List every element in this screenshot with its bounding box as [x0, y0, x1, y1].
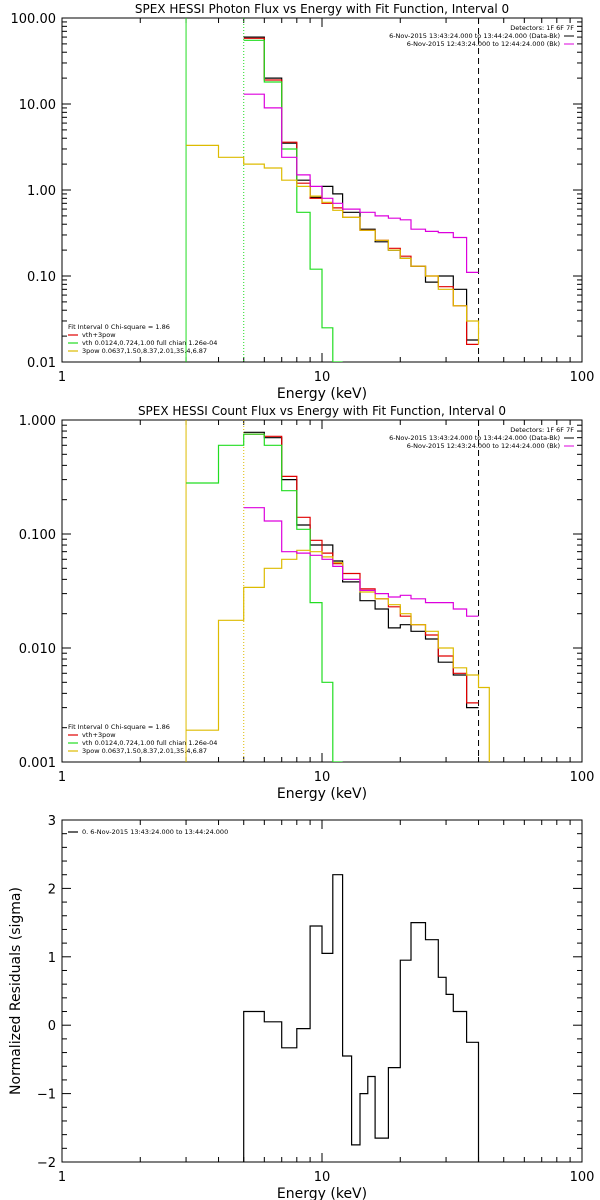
fit-legend-title: Fit Interval 0 Chi-square = 1.86: [68, 323, 170, 331]
y-tick-label: −2: [37, 1156, 56, 1171]
y-tick-label: 0.01: [27, 356, 56, 371]
series-magenta: [243, 93, 479, 273]
legend-entry: vth 0.0124,0.724,1.00 full chian 1.26e-0…: [82, 339, 217, 347]
series-green: [186, 433, 343, 762]
y-tick-label: 10.00: [19, 98, 56, 113]
fit-legend-title: Fit Interval 0 Chi-square = 1.86: [68, 723, 170, 731]
photon-flux-panel: SPEX HESSI Photon Flux vs Energy with Fi…: [11, 2, 595, 402]
series-black: [243, 431, 479, 709]
y-tick-label: 100.00: [11, 12, 57, 27]
data-interval-label: 6-Nov-2015 13:43:24.000 to 13:44:24.000 …: [389, 32, 560, 40]
residuals-panel: 1 10 100 Energy (keV) −2 −1 0 1 2 3 Normalized Res…: [8, 814, 594, 1200]
plot-frame: [61, 819, 583, 1163]
y-tick-label: 1.000: [19, 414, 56, 429]
bk-interval-label: 6-Nov-2015 12:43:24.000 to 12:44:24.000 …: [407, 442, 560, 450]
legend-entry: 3pow 0.0637,1.50,8.37,2.01,35.4,6.87: [82, 747, 207, 755]
legend-entry: vth 0.0124,0.724,1.00 full chian 1.26e-0…: [82, 739, 217, 747]
x-tick-label: 10: [314, 1170, 331, 1185]
bk-interval-label: 6-Nov-2015 12:43:24.000 to 12:44:24.000 …: [407, 40, 560, 48]
y-tick-label: 1.00: [27, 184, 56, 199]
x-tick-label: 10: [314, 770, 331, 785]
x-tick-label: 100: [570, 370, 595, 385]
data-interval-label: 6-Nov-2015 13:43:24.000 to 13:44:24.000 …: [389, 434, 560, 442]
x-tick-label: 10: [314, 370, 331, 385]
series-red: [243, 37, 479, 345]
x-tick-label: 1: [58, 1170, 66, 1185]
y-tick-label: 0.100: [19, 528, 56, 543]
plot-data: [185, 420, 490, 762]
plot-data: [185, 18, 480, 362]
detectors-label: Detectors: 1F 6F 7F: [510, 426, 574, 434]
series-gold: [186, 549, 490, 762]
y-axis-label: Normalized Residuals (sigma): [8, 887, 24, 1095]
y-tick-label: −1: [37, 1088, 56, 1103]
series-black: [243, 874, 480, 1162]
x-tick-label: 1: [58, 770, 66, 785]
y-tick-label: 1: [48, 951, 56, 966]
x-axis-label: Energy (keV): [277, 786, 367, 802]
y-tick-label: 2: [48, 882, 56, 897]
plot-frame: [61, 419, 583, 763]
series-magenta: [243, 507, 479, 617]
x-axis-label: Energy (keV): [277, 1186, 367, 1200]
legend-entry: 3pow 0.0637,1.50,8.37,2.01,35.4,6.87: [82, 347, 207, 355]
legend-entry: 0. 6-Nov-2015 13:43:24.000 to 13:44:24.0…: [82, 828, 228, 836]
y-tick-label: 0.010: [19, 642, 56, 657]
y-tick-label: 0: [48, 1019, 56, 1034]
detectors-label: Detectors: 1F 6F 7F: [510, 24, 574, 32]
y-tick-label: 3: [48, 814, 56, 829]
x-tick-label: 1: [58, 370, 66, 385]
series-gold: [186, 144, 480, 345]
count-flux-panel: SPEX HESSI Count Flux vs Energy with Fit…: [19, 404, 595, 802]
series-green: [243, 39, 343, 362]
x-tick-label: 100: [570, 770, 595, 785]
chart-title: SPEX HESSI Photon Flux vs Energy with Fi…: [135, 2, 509, 16]
chart-title: SPEX HESSI Count Flux vs Energy with Fit…: [138, 404, 506, 418]
y-tick-label: 0.10: [27, 270, 56, 285]
x-tick-label: 100: [570, 1170, 595, 1185]
legend-entry: vth+3pow: [82, 731, 116, 739]
plot-data: [243, 874, 480, 1162]
legend-entry: vth+3pow: [82, 331, 116, 339]
y-tick-label: 0.001: [19, 756, 56, 771]
x-axis-label: Energy (keV): [277, 386, 367, 402]
